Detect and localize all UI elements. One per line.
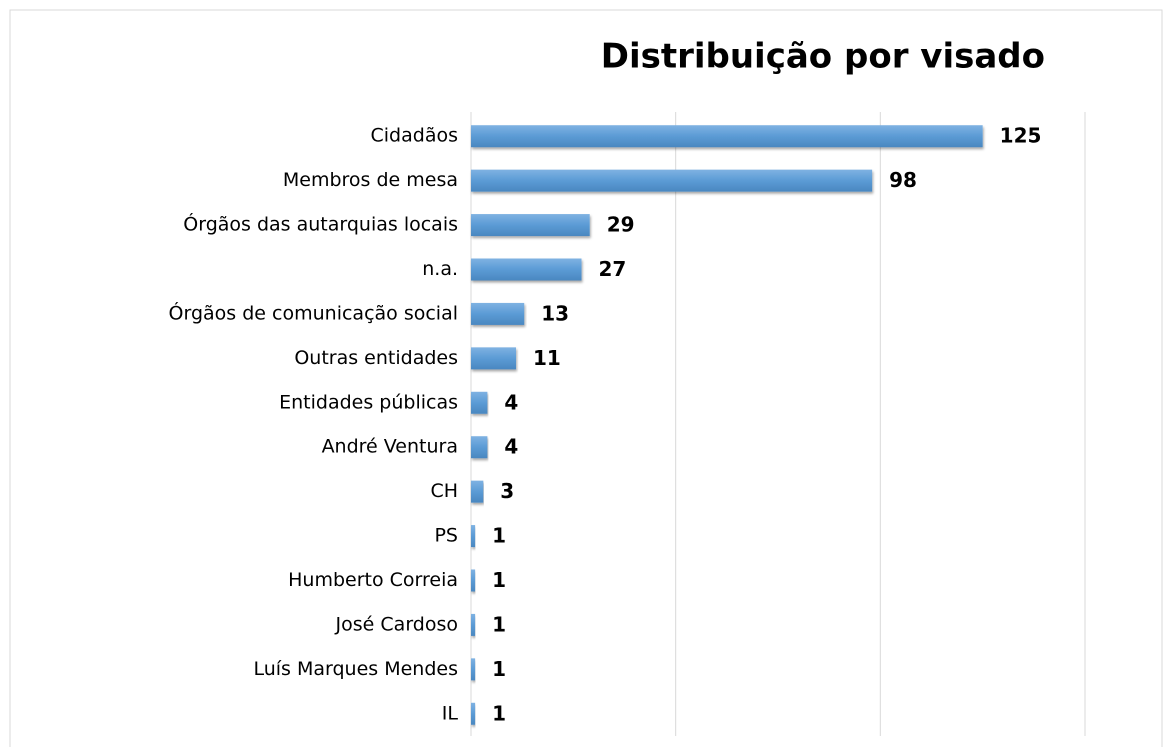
- data-label: 98: [889, 168, 917, 192]
- y-tick-label: n.a.: [422, 258, 458, 280]
- y-tick-label: Membros de mesa: [283, 169, 458, 191]
- data-label: 4: [504, 390, 518, 414]
- bar: [471, 436, 488, 459]
- chart-title: Distribuição por visado: [601, 37, 1045, 77]
- bar: [471, 214, 590, 237]
- y-tick-label: Outras entidades: [294, 347, 458, 369]
- y-tick-label: Humberto Correia: [288, 569, 458, 591]
- bar: [471, 347, 517, 370]
- data-label: 3: [500, 479, 514, 503]
- bar: [471, 480, 484, 503]
- data-label: 125: [1000, 124, 1042, 148]
- bar: [471, 569, 476, 592]
- bar: [471, 658, 476, 681]
- bar: [471, 169, 873, 192]
- data-label: 1: [492, 612, 506, 636]
- bar: [471, 391, 488, 414]
- bar: [471, 702, 476, 725]
- bar: [471, 613, 476, 636]
- y-tick-label: IL: [442, 702, 459, 724]
- data-label: 29: [607, 213, 635, 237]
- bar: [471, 125, 983, 148]
- data-label: 27: [599, 257, 627, 281]
- bar: [471, 258, 582, 281]
- chart-border: [9, 9, 1163, 747]
- data-label: 1: [492, 657, 506, 681]
- y-tick-label: Órgãos das autarquias locais: [183, 212, 458, 236]
- y-tick-label: CH: [430, 480, 458, 502]
- data-label: 4: [504, 435, 518, 459]
- y-tick-label: Entidades públicas: [279, 391, 458, 413]
- data-label: 1: [492, 701, 506, 725]
- y-tick-label: PS: [434, 525, 458, 547]
- y-tick-label: Cidadãos: [371, 125, 458, 147]
- data-label: 13: [541, 301, 569, 325]
- y-tick-label: Órgãos de comunicação social: [169, 300, 458, 324]
- data-label: 11: [533, 346, 561, 370]
- data-label: 1: [492, 524, 506, 548]
- y-tick-label: José Cardoso: [335, 613, 458, 635]
- y-tick-label: André Ventura: [322, 436, 458, 458]
- y-tick-label: Luís Marques Mendes: [253, 658, 458, 680]
- bar: [471, 302, 525, 325]
- bar: [471, 525, 476, 548]
- data-label: 1: [492, 568, 506, 592]
